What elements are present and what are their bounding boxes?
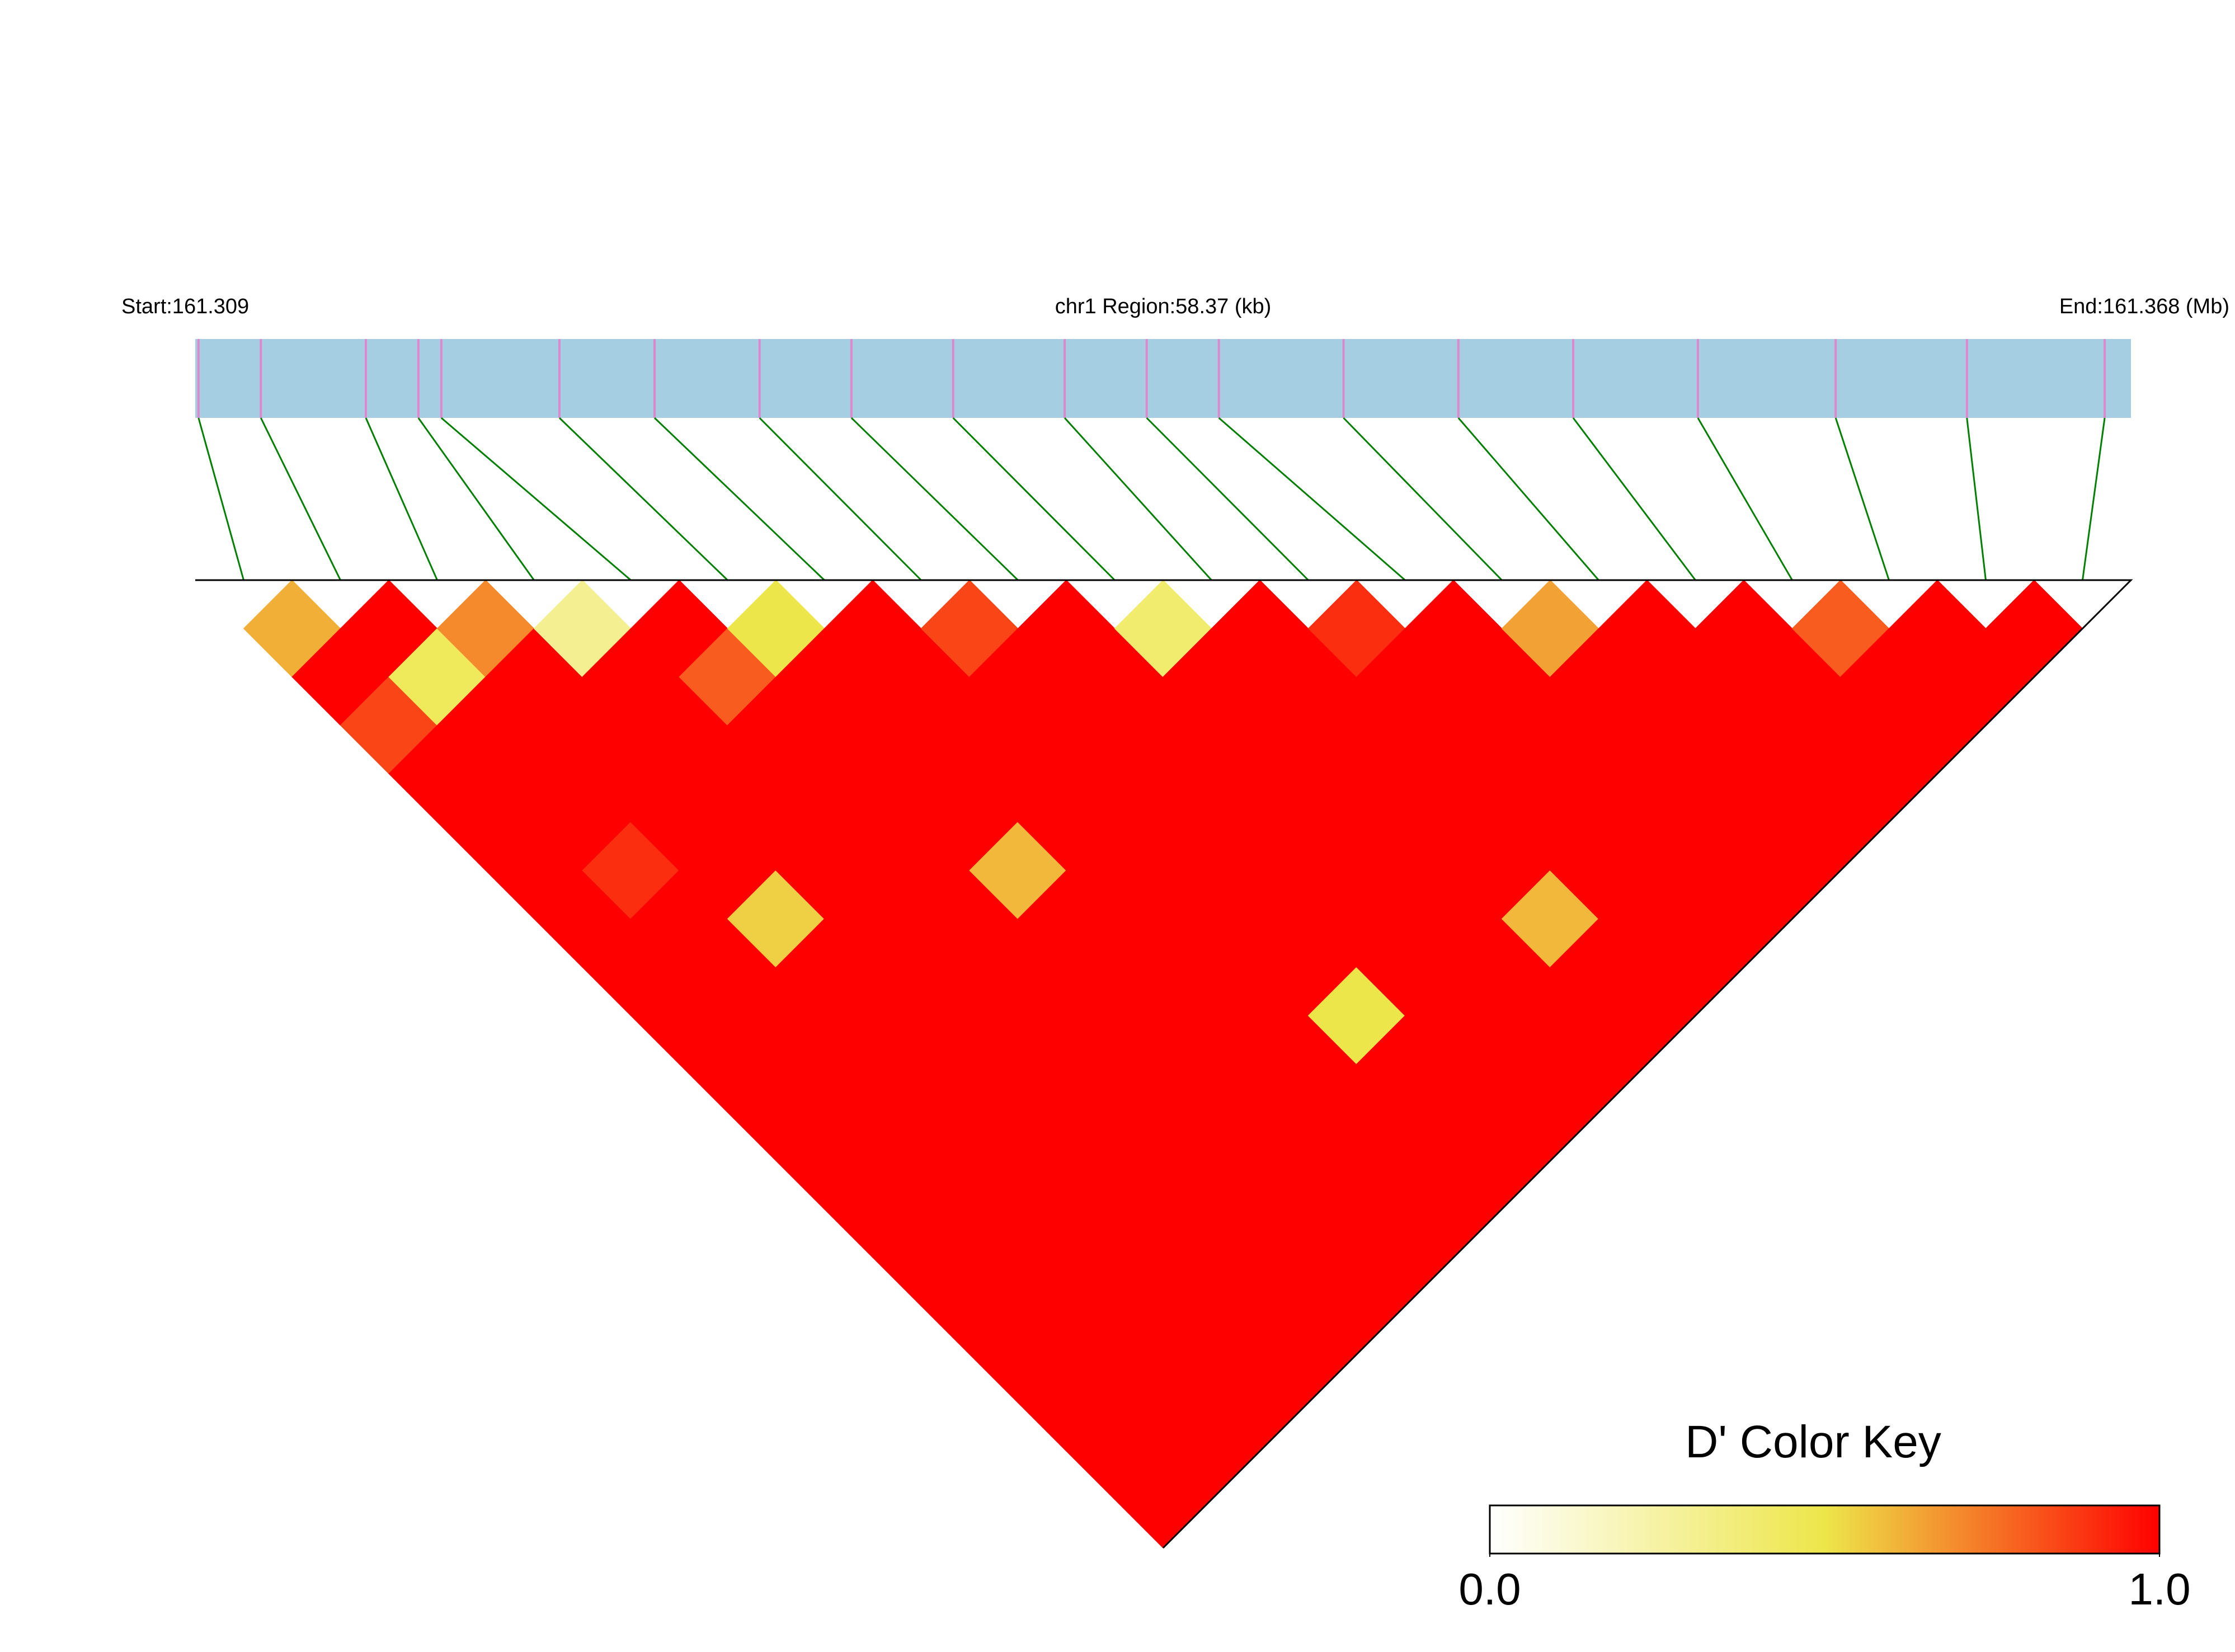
snp-link: [1146, 417, 1309, 581]
snp-link: [1834, 417, 1890, 581]
start-label: Start:161.309: [121, 295, 249, 318]
colorkey-bar: [1489, 1504, 2161, 1555]
snp-link: [558, 417, 728, 581]
snp-link: [1572, 417, 1696, 581]
snp-link: [759, 417, 922, 581]
snp-link: [1343, 417, 1503, 581]
triangle-outline: [195, 579, 2133, 1549]
colorkey-tick-label: 1.0: [2128, 1564, 2190, 1614]
end-label: End:161.368 (Mb): [2059, 295, 2229, 318]
snp-link: [653, 417, 825, 581]
snp-link: [365, 417, 438, 581]
snp-link: [1697, 417, 1793, 581]
snp-link: [440, 417, 632, 581]
snp-link: [417, 417, 535, 581]
position-track: [195, 339, 2131, 418]
snp-link: [2082, 417, 2106, 581]
snp-link: [1218, 417, 1406, 581]
snp-link: [1457, 417, 1599, 581]
snp-link: [1064, 417, 1212, 581]
snp-link: [260, 417, 341, 581]
snp-link: [1966, 417, 1987, 581]
snp-link: [952, 417, 1116, 581]
colorkey-title: D' Color Key: [1685, 1416, 1941, 1467]
snp-link: [850, 417, 1019, 581]
colorkey-tick-label: 0.0: [1458, 1564, 1521, 1614]
snp-link: [197, 417, 244, 581]
region-label: chr1 Region:58.37 (kb): [1055, 295, 1272, 318]
